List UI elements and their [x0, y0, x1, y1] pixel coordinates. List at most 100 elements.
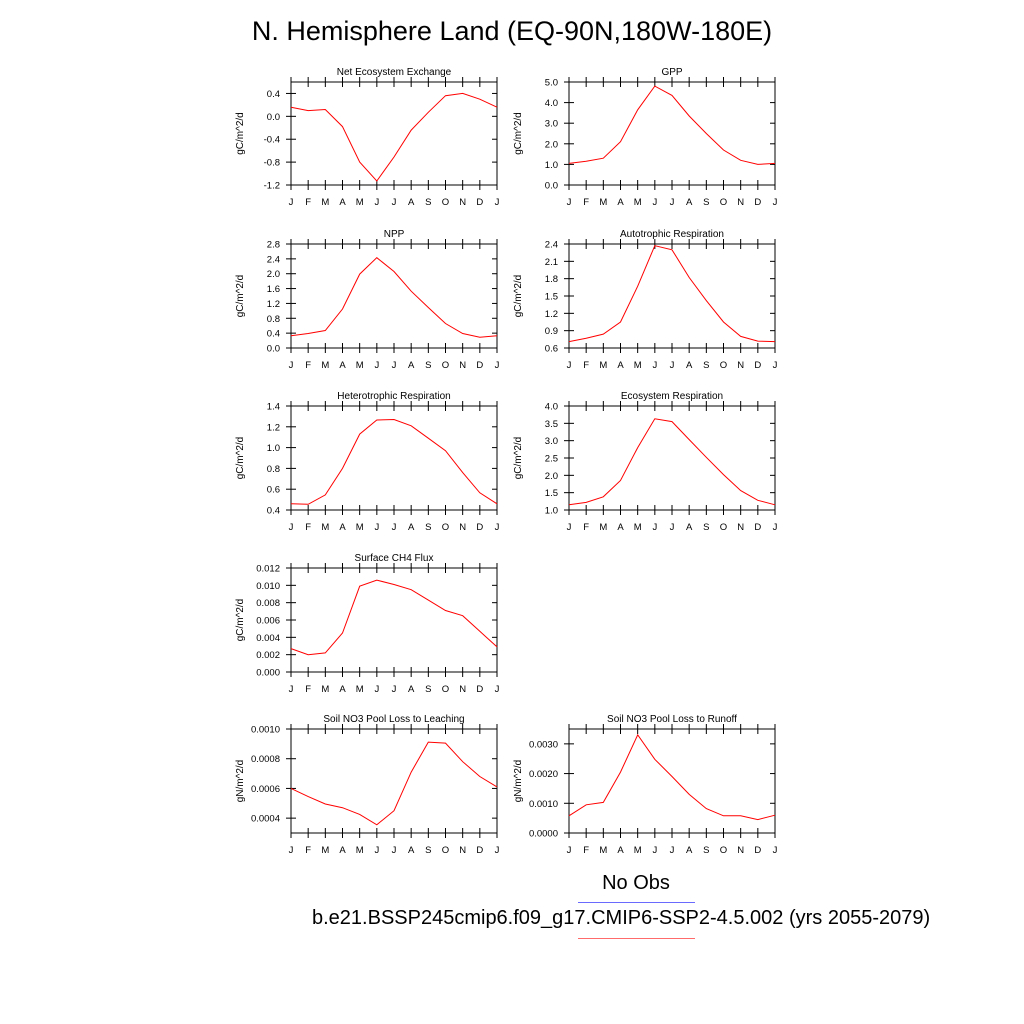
x-tick-label: J [374, 522, 379, 533]
x-tick-label: A [686, 845, 693, 856]
chart-panel: Soil NO3 Pool Loss to Leaching 0.0010 0.00… [235, 714, 500, 856]
x-tick-label: N [459, 197, 466, 208]
plot-frame [290, 728, 498, 834]
x-tick-label: M [321, 197, 329, 208]
x-tick-label: O [442, 360, 449, 371]
y-axis-label: gC/m^2/d [235, 599, 246, 642]
panel-title: NPP [384, 229, 405, 240]
x-tick-label: J [289, 684, 294, 695]
x-tick-label: J [495, 845, 500, 856]
x-tick-label: M [599, 197, 607, 208]
x-tick-label: J [495, 522, 500, 533]
y-tick-label: 0.012 [256, 564, 280, 575]
y-tick-label: 1.0 [545, 506, 558, 517]
x-tick-label: D [476, 684, 483, 695]
y-tick-label: 1.0 [267, 443, 280, 454]
y-tick-label: 0.4 [267, 329, 280, 340]
x-tick-label: J [495, 360, 500, 371]
x-tick-label: D [476, 845, 483, 856]
y-tick-label: 4.0 [545, 402, 558, 413]
x-tick-label: S [425, 522, 431, 533]
x-tick-label: J [567, 845, 572, 856]
x-tick-label: A [617, 522, 624, 533]
panel-title: Soil NO3 Pool Loss to Leaching [323, 714, 464, 725]
y-tick-label: 1.2 [267, 299, 280, 310]
x-tick-label: M [634, 522, 642, 533]
y-tick-label: 2.0 [267, 269, 280, 280]
x-tick-label: J [567, 197, 572, 208]
x-tick-label: S [703, 360, 709, 371]
y-tick-label: 4.0 [545, 98, 558, 109]
x-tick-label: M [321, 522, 329, 533]
y-tick-label: 2.5 [545, 454, 558, 465]
y-tick-label: 2.0 [545, 139, 558, 150]
chart-panel: Net Ecosystem Exchange 0.4 0.0 -0.4 -0.8 -1.2… [235, 67, 500, 208]
x-tick-label: M [356, 360, 364, 371]
x-tick-label: F [583, 360, 589, 371]
x-tick-label: J [374, 684, 379, 695]
plot-frame [290, 567, 498, 673]
y-tick-label: 0.6 [545, 344, 558, 355]
plot-frame [290, 405, 498, 511]
y-tick-label: 0.0008 [251, 754, 280, 765]
y-tick-label: 0.0004 [251, 814, 280, 825]
x-tick-label: M [321, 684, 329, 695]
x-tick-label: M [321, 360, 329, 371]
x-tick-label: F [583, 845, 589, 856]
x-tick-label: D [754, 197, 761, 208]
y-tick-label: 2.4 [267, 254, 280, 265]
x-tick-label: M [634, 845, 642, 856]
plot-frame [568, 243, 776, 349]
y-tick-label: 0.8 [267, 464, 280, 475]
x-tick-label: M [599, 522, 607, 533]
x-tick-label: S [703, 197, 709, 208]
x-tick-label: M [321, 845, 329, 856]
x-tick-label: A [686, 360, 693, 371]
x-tick-label: D [476, 522, 483, 533]
legend-case-label: b.e21.BSSP245cmip6.f09_g17.CMIP6-SSP2-4.… [312, 907, 931, 929]
x-tick-label: J [289, 197, 294, 208]
chart-panel: Surface CH4 Flux 0.012 0.010 0.008 0.006 0.00… [235, 553, 500, 695]
plot-frame [568, 728, 776, 834]
y-tick-label: -1.2 [264, 181, 280, 192]
x-tick-label: N [459, 845, 466, 856]
x-tick-label: J [670, 197, 675, 208]
x-tick-label: M [634, 197, 642, 208]
panel-title: Autotrophic Respiration [620, 229, 724, 240]
x-tick-label: M [599, 360, 607, 371]
y-axis-label: gC/m^2/d [513, 275, 524, 318]
x-tick-label: A [617, 845, 624, 856]
x-tick-label: O [442, 845, 449, 856]
x-tick-label: S [425, 197, 431, 208]
y-axis-label: gC/m^2/d [235, 437, 246, 480]
series-line [568, 85, 776, 165]
y-tick-label: 0.4 [267, 89, 280, 100]
y-tick-label: 0.0 [545, 181, 558, 192]
x-tick-label: J [495, 197, 500, 208]
y-axis-label: gC/m^2/d [235, 275, 246, 318]
x-tick-label: N [737, 360, 744, 371]
x-tick-label: J [374, 845, 379, 856]
x-tick-label: N [737, 197, 744, 208]
y-tick-label: 0.010 [256, 581, 280, 592]
x-tick-label: M [356, 684, 364, 695]
x-tick-label: O [442, 684, 449, 695]
panel-title: Heterotrophic Respiration [337, 391, 450, 402]
legend-obs-label: No Obs [602, 872, 670, 894]
x-tick-label: A [686, 197, 693, 208]
x-tick-label: M [599, 845, 607, 856]
x-tick-label: J [773, 845, 778, 856]
series-line [290, 257, 498, 338]
x-tick-label: F [305, 845, 311, 856]
y-tick-label: 0.8 [267, 314, 280, 325]
x-tick-label: S [425, 360, 431, 371]
y-tick-label: 0.0 [267, 344, 280, 355]
x-tick-label: M [356, 522, 364, 533]
y-axis-label: gC/m^2/d [235, 112, 246, 155]
x-tick-label: J [392, 360, 397, 371]
x-tick-label: O [442, 522, 449, 533]
